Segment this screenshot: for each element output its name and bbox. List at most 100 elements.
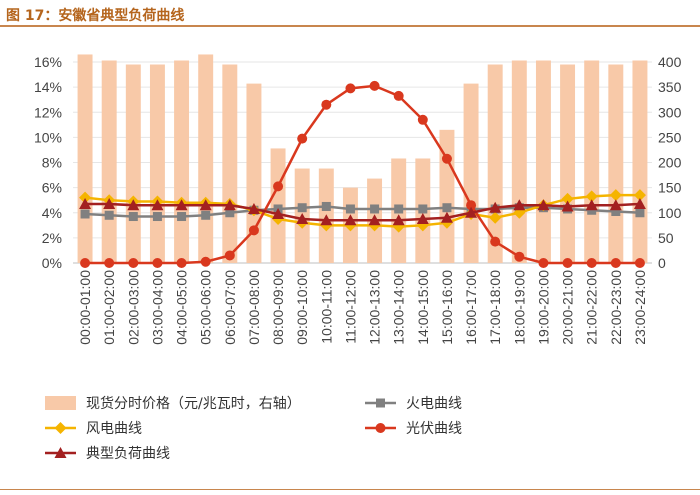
data-point — [561, 192, 574, 205]
data-point — [562, 258, 573, 268]
data-point — [586, 258, 597, 268]
right-tick-label: 0 — [658, 255, 666, 271]
data-point — [54, 447, 67, 458]
price-bar — [535, 60, 551, 264]
legend-label: 风电曲线 — [86, 421, 142, 437]
legend-item: 火电曲线 — [365, 396, 462, 412]
legend-swatch — [45, 396, 76, 410]
data-point — [538, 258, 549, 268]
x-tick-label: 04:00-05:00 — [174, 270, 190, 345]
data-point — [103, 197, 116, 209]
data-point — [225, 208, 235, 218]
data-point — [490, 236, 501, 247]
x-tick-label: 18:00-19:00 — [511, 270, 527, 345]
price-bar — [149, 64, 165, 263]
right-tick-label: 300 — [658, 104, 682, 120]
x-tick-label: 22:00-23:00 — [608, 270, 624, 345]
data-point — [609, 199, 622, 211]
data-point — [441, 153, 452, 164]
x-tick-label: 19:00-20:00 — [535, 270, 551, 345]
data-point — [587, 205, 597, 215]
x-tick-label: 02:00-03:00 — [125, 270, 141, 345]
data-point — [634, 258, 645, 268]
data-point — [633, 197, 646, 209]
data-point — [633, 189, 646, 202]
data-point — [370, 204, 380, 214]
series-line — [84, 193, 640, 228]
data-point — [297, 203, 307, 213]
right-tick-label: 100 — [658, 205, 682, 221]
x-tick-label: 15:00-16:00 — [439, 270, 455, 345]
legend-label: 光伏曲线 — [406, 421, 462, 437]
data-point — [393, 90, 404, 101]
price-bars — [77, 54, 648, 264]
data-point — [368, 214, 381, 226]
left-tick-label: 16% — [34, 54, 62, 70]
data-point — [610, 258, 621, 268]
x-tick-label: 08:00-09:00 — [270, 270, 286, 345]
bottom-rule — [0, 489, 700, 490]
series-lines — [79, 80, 646, 268]
series-triangle — [79, 197, 646, 226]
x-tick-label: 09:00-10:00 — [294, 270, 310, 345]
data-point — [344, 214, 357, 226]
legend-item: 现货分时价格（元/兆瓦时，右轴） — [45, 395, 301, 412]
price-bar — [632, 60, 648, 264]
figure-title: 图 17：安徽省典型负荷曲线 — [6, 8, 185, 24]
data-point — [537, 199, 550, 211]
data-point — [394, 204, 404, 214]
series-circle — [80, 80, 645, 268]
left-tick-label: 8% — [42, 155, 62, 171]
data-point — [175, 199, 188, 211]
data-point — [248, 225, 259, 236]
legend-label: 现货分时价格（元/兆瓦时，右轴） — [86, 395, 301, 412]
x-tick-label: 05:00-06:00 — [198, 270, 214, 345]
right-tick-label: 250 — [658, 129, 682, 145]
data-point — [345, 83, 356, 94]
price-bar — [584, 60, 600, 264]
data-point — [585, 190, 598, 203]
data-point — [609, 189, 622, 202]
data-point — [392, 214, 405, 226]
left-tick-label: 14% — [34, 79, 62, 95]
series-line — [85, 202, 641, 222]
data-point — [273, 181, 284, 192]
price-bar — [560, 64, 576, 263]
data-point — [199, 199, 212, 211]
data-point — [442, 203, 452, 213]
legend-label: 典型负荷曲线 — [86, 446, 170, 462]
data-point — [465, 206, 478, 218]
data-point — [466, 200, 477, 211]
data-point — [375, 423, 386, 433]
x-tick-label: 21:00-22:00 — [584, 270, 600, 345]
data-point — [127, 199, 140, 211]
data-point — [128, 258, 139, 268]
data-point — [489, 201, 502, 213]
legend-label: 火电曲线 — [406, 396, 462, 412]
data-point — [54, 422, 67, 434]
price-bar — [101, 60, 117, 264]
data-point — [151, 199, 164, 211]
data-point — [321, 201, 331, 211]
x-tick-label: 11:00-12:00 — [342, 270, 358, 344]
price-bar — [125, 64, 141, 263]
data-point — [561, 200, 574, 212]
right-tick-label: 50 — [658, 230, 674, 246]
x-tick-label: 07:00-08:00 — [246, 270, 262, 345]
data-point — [611, 206, 621, 216]
data-point — [176, 258, 187, 268]
data-point — [345, 204, 355, 214]
data-point — [79, 197, 92, 209]
data-point — [177, 212, 187, 222]
series-line — [84, 205, 641, 218]
x-tick-label: 06:00-07:00 — [222, 270, 238, 345]
title-rule — [0, 25, 700, 27]
data-point — [416, 213, 429, 225]
x-tick-label: 23:00-24:00 — [632, 270, 648, 345]
left-tick-label: 6% — [42, 180, 62, 196]
data-point — [104, 210, 114, 220]
legend-item: 典型负荷曲线 — [45, 446, 170, 462]
data-point — [128, 212, 138, 222]
x-tick-label: 00:00-01:00 — [77, 270, 93, 345]
